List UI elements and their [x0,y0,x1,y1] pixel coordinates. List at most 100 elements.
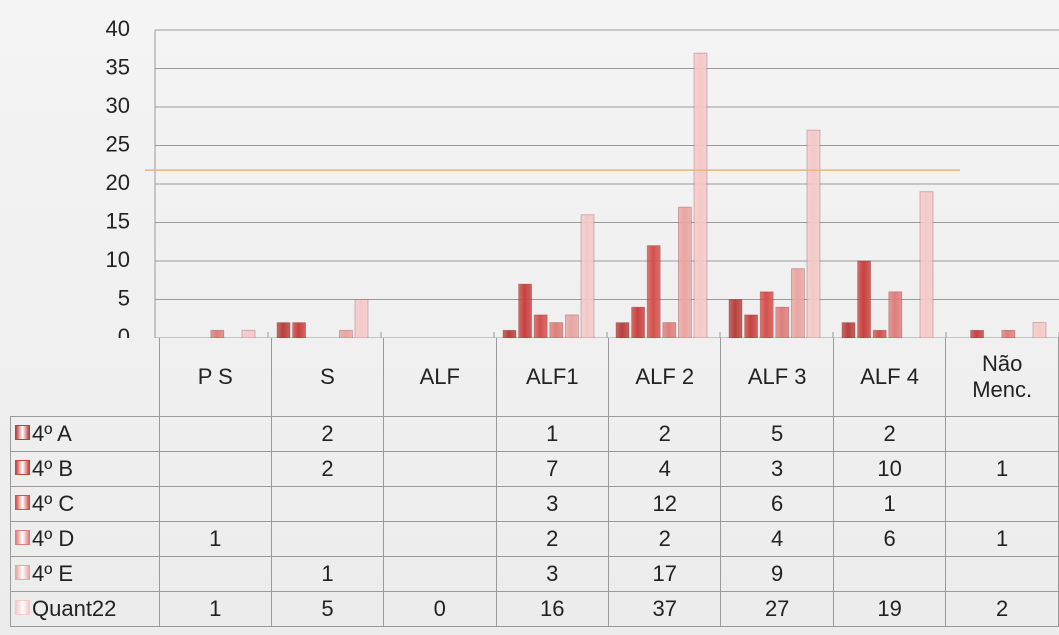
value-cell [158,556,272,592]
bar [533,314,548,338]
value-cell: 6 [832,521,947,557]
y-tick-label: 0 [118,324,130,338]
legend-label: Quant22 [32,596,117,621]
value-cell: 3 [720,451,834,487]
value-cell: 1 [945,521,1059,557]
value-cell [945,416,1059,452]
value-cell: 2 [608,416,722,452]
category-label: ALF1 [525,364,579,389]
legend-key [15,530,30,545]
legend-key [15,460,30,475]
value-cell: 9 [720,556,834,592]
header-cell: Não Menc. [945,338,1059,417]
bar [1032,322,1047,338]
bar [775,306,790,338]
value-label: 1 [996,526,1009,551]
value-label: 5 [771,421,784,446]
value-label: 3 [546,491,559,516]
y-tick-label: 5 [118,285,130,310]
y-tick-label: 20 [106,170,130,195]
value-cell [383,416,497,452]
bar [565,314,579,338]
value-cell: 5 [720,416,834,452]
value-cell: 2 [608,521,722,557]
value-cell: 12 [608,486,722,522]
header-cell: ALF [383,338,497,417]
value-cell: 2 [945,591,1059,627]
series-row: 4º B 2 7 4 3 10 1 [10,451,1059,487]
value-label: 2 [658,526,671,551]
legend-label: 4º D [32,526,75,551]
category-label: Não Menc. [972,351,1033,402]
value-label: 2 [321,456,334,481]
value-cell [945,486,1059,522]
value-cell: 1 [495,416,610,452]
bar [646,245,661,338]
row-header: 4º D [10,521,160,557]
y-tick-label: 40 [106,16,130,41]
value-cell: 1 [158,521,272,557]
value-label: 4 [771,526,784,551]
y-tick-label: 25 [106,131,130,156]
value-cell [270,486,385,522]
value-label: 1 [209,596,222,621]
bar [338,329,353,338]
y-tick-label: 30 [106,93,130,118]
value-cell: 3 [495,486,610,522]
value-label: 3 [771,456,784,481]
bar [728,299,743,338]
value-cell: 1 [945,451,1059,487]
legend-key [15,565,30,580]
series-row: 4º C 3 12 6 1 [10,486,1059,522]
value-cell [158,416,272,452]
value-cell: 1 [270,556,385,592]
bar [678,206,692,338]
bar [744,314,758,338]
value-cell [158,451,272,487]
value-cell [270,521,385,557]
legend-key [15,600,30,615]
value-label: 3 [546,561,559,586]
bar [1001,329,1016,338]
value-label: 27 [764,596,790,621]
value-cell: 17 [608,556,722,592]
series-row: 4º E 1 3 17 9 [10,556,1059,592]
y-tick-label: 15 [106,208,130,233]
bar [631,306,645,338]
header-cell: S [270,338,385,417]
category-label: ALF [419,364,460,389]
value-label: 6 [883,526,896,551]
value-cell [832,556,947,592]
bar [354,299,369,338]
value-label: 16 [540,596,565,621]
legend-label: 4º B [32,456,74,481]
value-label: 0 [433,596,446,621]
header-cell: P S [158,338,272,417]
row-header: 4º E [10,556,160,592]
value-cell: 19 [832,591,947,627]
series-row: Quant22 1 5 0 16 37 27 19 2 [10,591,1059,627]
value-label: 9 [771,561,784,586]
bar [791,268,805,338]
category-label: S [320,364,335,389]
bar [580,214,595,338]
chart: 0 5 10 15 20 25 30 35 40 [106,16,1059,338]
category-label: ALF 3 [747,364,807,389]
bar [662,322,677,338]
y-tick-label: 10 [106,247,130,272]
value-cell: 2 [832,416,947,452]
value-cell: 1 [158,591,272,627]
value-cell: 1 [832,486,947,522]
bar [276,322,291,338]
bar [241,329,256,338]
value-cell: 10 [832,451,947,487]
value-cell: 5 [270,591,385,627]
value-label: 1 [209,526,222,551]
value-cell: 2 [495,521,610,557]
value-label: 37 [652,596,677,621]
header-cell: ALF 3 [720,338,834,417]
series-row: 4º D 1 2 2 4 6 1 [10,521,1059,557]
value-cell: 0 [383,591,497,627]
value-label: 1 [996,456,1009,481]
